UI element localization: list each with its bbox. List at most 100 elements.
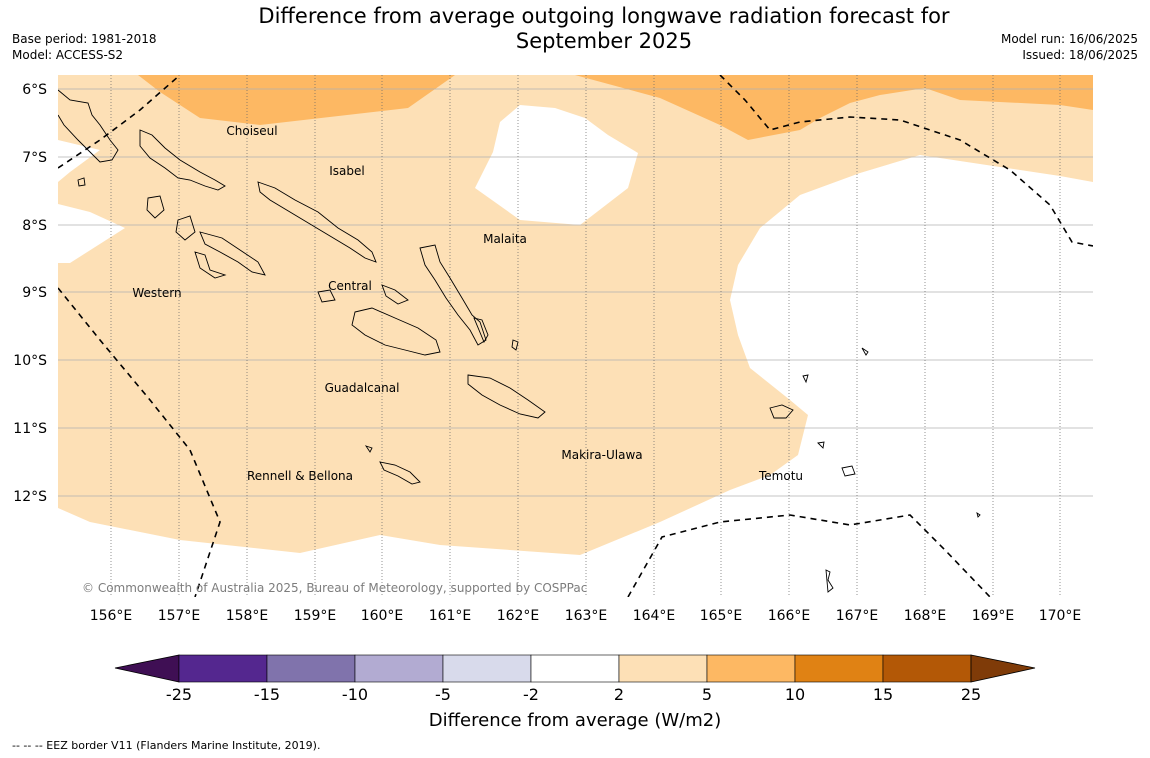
province-label-choiseul: Choiseul	[226, 124, 277, 138]
issued-text: Issued: 18/06/2025	[1022, 48, 1138, 62]
base-period-text: Base period: 1981-2018	[12, 32, 157, 46]
island-guadalcanal	[351, 307, 441, 356]
island-small-1	[861, 347, 869, 356]
lon-label: 165°E	[700, 608, 743, 624]
colorbar-extend-high	[970, 654, 1036, 683]
colorbar-segment	[266, 654, 356, 683]
map-title: Difference from average outgoing longwav…	[200, 4, 1008, 54]
model-text: Model: ACCESS-S2	[12, 48, 124, 62]
lat-label: 11°S	[13, 421, 47, 437]
island-small-2	[976, 511, 981, 518]
eez-border	[58, 75, 1093, 597]
model-run-text: Model run: 16/06/2025	[1000, 32, 1138, 46]
island-new-georgia-east	[199, 231, 266, 276]
eez-legend-text: -- -- -- EEZ border V11 (Flanders Marine…	[12, 739, 321, 752]
island-new-georgia	[175, 215, 196, 241]
lon-label: 160°E	[361, 608, 404, 624]
island-bellona	[364, 445, 373, 453]
map-area: Choiseul Isabel Malaita Western Central …	[58, 75, 1093, 597]
lon-label: 158°E	[226, 608, 269, 624]
lon-label: 157°E	[158, 608, 201, 624]
colorbar-tick-label: 15	[873, 685, 893, 704]
province-label-western: Western	[132, 286, 181, 300]
island-florida	[381, 284, 409, 305]
colorbar-tick-label: 25	[961, 685, 981, 704]
island-choiseul	[139, 129, 226, 191]
province-label-central: Central	[328, 279, 372, 293]
colorbar-tick-label: 10	[785, 685, 805, 704]
anomaly-region-5-10-west	[138, 75, 455, 125]
lon-label: 167°E	[836, 608, 879, 624]
colorbar-extend-low	[114, 654, 180, 683]
colorbar-tick-label: -15	[254, 685, 280, 704]
copyright-text: © Commonwealth of Australia 2025, Bureau…	[82, 581, 587, 595]
colorbar-segment	[618, 654, 708, 683]
lat-label: 8°S	[22, 218, 47, 234]
province-label-malaita: Malaita	[483, 232, 527, 246]
lat-labels: 6°S 7°S 8°S 9°S 10°S 11°S 12°S	[13, 82, 47, 505]
lat-label: 6°S	[22, 82, 47, 98]
colorbar-tick-label: 2	[614, 685, 624, 704]
lat-label: 12°S	[13, 489, 47, 505]
anomaly-region-2-5	[58, 75, 1093, 555]
lon-labels: 156°E 157°E 158°E 159°E 160°E 161°E 162°…	[90, 608, 1082, 624]
island-bougainville	[58, 89, 119, 163]
island-nendo	[769, 404, 794, 419]
island-reef-islands	[802, 374, 809, 384]
colorbar: -25 -15 -10 -5 -2 2 5 10 15 25 Differenc…	[114, 654, 1036, 731]
colorbar-segment	[706, 654, 796, 683]
colorbar-tick-label: -10	[342, 685, 368, 704]
coastlines	[58, 89, 981, 593]
lon-label: 159°E	[294, 608, 337, 624]
colorbar-tick-label: -5	[435, 685, 451, 704]
province-label-temotu: Temotu	[758, 469, 803, 483]
province-label-makira-ulawa: Makira-Ulawa	[561, 448, 642, 462]
lon-label: 169°E	[972, 608, 1015, 624]
colorbar-segment	[442, 654, 532, 683]
map-title-line2: September 2025	[515, 29, 693, 53]
lon-label: 156°E	[90, 608, 133, 624]
graticule-lat	[58, 88, 1093, 497]
island-russells	[317, 289, 336, 303]
island-vella	[146, 195, 165, 219]
anomaly-region-5-10-east	[575, 75, 1093, 140]
island-utupua	[817, 441, 825, 449]
province-label-guadalcanal: Guadalcanal	[325, 381, 400, 395]
island-ulawa	[511, 339, 519, 351]
lon-label: 163°E	[565, 608, 608, 624]
island-rennell	[379, 461, 421, 485]
lon-label: 161°E	[429, 608, 472, 624]
colorbar-tick-label: -2	[523, 685, 539, 704]
lon-label: 166°E	[768, 608, 811, 624]
island-vanikoro	[841, 465, 856, 477]
lon-label: 164°E	[633, 608, 676, 624]
island-malaita-south	[473, 317, 489, 344]
colorbar-segment	[530, 654, 620, 683]
island-malaita	[419, 244, 487, 346]
lon-label: 170°E	[1039, 608, 1082, 624]
lon-label: 168°E	[904, 608, 947, 624]
meta-left: Base period: 1981-2018 Model: ACCESS-S2	[12, 31, 157, 63]
map-title-line1: Difference from average outgoing longwav…	[258, 4, 950, 28]
lat-label: 9°S	[22, 285, 47, 301]
meta-right: Model run: 16/06/2025 Issued: 18/06/2025	[1001, 31, 1138, 63]
colorbar-segment	[178, 654, 268, 683]
colorbar-tick-label: 5	[702, 685, 712, 704]
island-makira	[467, 374, 546, 419]
island-isabel	[257, 181, 377, 263]
colorbar-tick-label: -25	[166, 685, 192, 704]
colorbar-segment	[794, 654, 884, 683]
colorbar-segment	[882, 654, 972, 683]
colorbar-title: Difference from average (W/m2)	[429, 710, 721, 731]
lon-label: 162°E	[497, 608, 540, 624]
island-shortlands	[77, 177, 86, 187]
province-label-rennell-bellona: Rennell & Bellona	[247, 469, 353, 483]
colorbar-segment	[354, 654, 444, 683]
province-label-isabel: Isabel	[329, 164, 364, 178]
island-ranongga	[194, 251, 227, 279]
lat-label: 7°S	[22, 150, 47, 166]
lat-label: 10°S	[13, 353, 47, 369]
graticule-lon	[110, 75, 1061, 597]
neutral-region-north	[475, 105, 638, 225]
